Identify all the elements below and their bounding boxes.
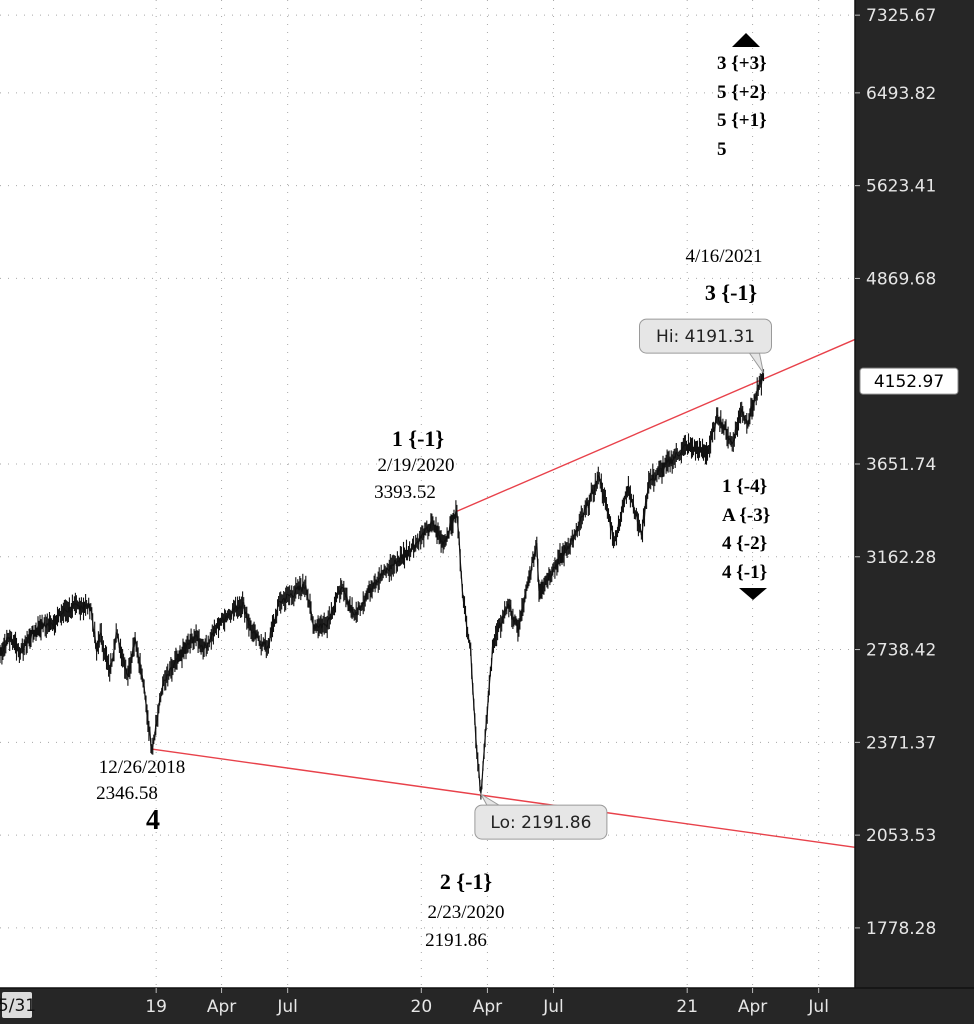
low-callout-box [474,804,608,840]
y-tick-label: 3162.28 [866,548,936,568]
x-tick-label: Apr [738,997,767,1017]
x-tick-label: Jul [276,997,298,1017]
low-callout-label: Lo: 2191.86 [490,813,591,833]
last-price-box [859,367,959,395]
y-axis: 1778.28 2053.53 2371.37 2738.42 3162.28 3651.… [855,6,936,939]
y-tick-label: 4869.68 [866,269,936,289]
low-2020-price: 2191.86 [425,930,487,951]
high-2020-date: 2/19/2020 [377,455,454,476]
upside-count-2: 5 {+2} [717,82,767,103]
low-2018-date: 12/26/2018 [99,757,186,778]
low-2018-price: 2346.58 [96,783,158,804]
x-tick-label: Jul [542,997,564,1017]
x-tick-label: 19 [145,997,167,1017]
y-tick-label: 1778.28 [866,919,936,939]
high-2020-wave: 1 {-1} [392,426,444,451]
downside-count-2: A {-3} [722,505,770,526]
y-tick-label: 7325.67 [866,6,936,26]
x-axis-panel [0,988,974,1024]
y-tick-label: 2371.37 [866,733,936,753]
x-axis: 5/31 19 Apr Jul 20 Apr Jul 21 Apr Jul [0,988,829,1018]
price-line [0,374,764,794]
x-tick-label: 5/31 [0,996,36,1016]
high-2021-wave: 3 {-1} [705,280,757,305]
x-tick-label: Jul [807,997,829,1017]
x-tick-label: 21 [676,997,698,1017]
x-tick-label: 20 [411,997,433,1017]
x-tick-label: Apr [207,997,236,1017]
downside-count-4: 4 {-1} [722,562,767,583]
y-axis-panel [855,0,974,1024]
wave-annotations: 12/26/2018 2346.58 4 1 {-1} 2/19/2020 33… [96,33,770,951]
last-price-label: 4152.97 [874,372,944,392]
low-2020-date: 2/23/2020 [427,902,504,923]
upside-count-4: 5 [717,139,727,160]
low-2020-wave: 2 {-1} [440,869,492,894]
trendline [151,748,856,849]
downside-count-3: 4 {-2} [722,533,767,554]
down-arrow-icon [739,588,767,600]
chart-grid [0,0,855,988]
y-tick-label: 2053.53 [866,826,936,846]
x-start-badge [2,992,32,1018]
upside-count-1: 3 {+3} [717,53,767,74]
price-series [0,369,765,800]
up-arrow-icon [732,33,760,47]
high-callout-box [639,318,772,354]
y-tick-label: 5623.41 [866,177,936,197]
high-2020-price: 3393.52 [374,482,436,503]
y-tick-label: 3651.74 [866,455,936,475]
trendline [456,338,856,512]
x-tick-label: Apr [473,997,502,1017]
last-price-tag: 4152.97 [859,367,959,395]
high-2021-date: 4/16/2021 [685,246,762,267]
y-tick-label: 6493.82 [866,84,936,104]
high-callout: Hi: 4191.31 [639,318,772,374]
upside-count-3: 5 {+1} [717,110,767,131]
low-callout: Lo: 2191.86 [474,792,608,840]
low-2018-wave: 4 [146,805,160,836]
downside-count-1: 1 {-4} [722,476,767,497]
plot-area [0,0,855,988]
y-tick-label: 2738.42 [866,641,936,661]
high-callout-label: Hi: 4191.31 [656,327,755,347]
trendlines [151,338,856,849]
